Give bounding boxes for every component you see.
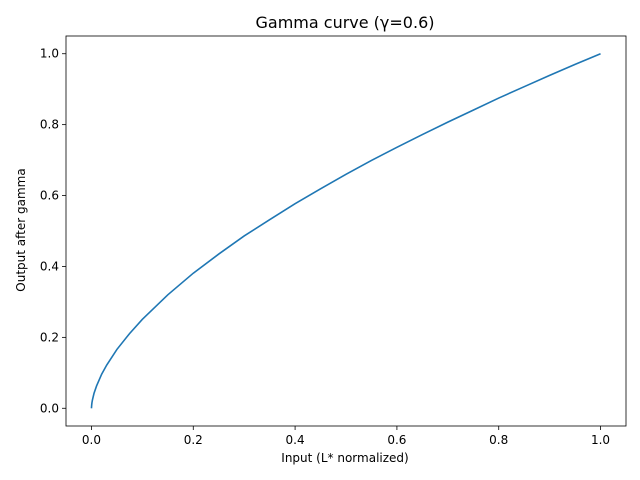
axes-frame (65, 35, 627, 427)
x-tick-label: 0.8 (489, 433, 508, 447)
chart-title: Gamma curve (γ=0.6) (256, 13, 435, 32)
gamma-curve-line (90, 52, 601, 409)
y-tick-label: 0.0 (40, 401, 59, 415)
x-axis-label: Input (L* normalized) (281, 451, 408, 465)
x-axis-ticks: 0.0 0.2 0.4 0.6 0.8 1.0 (82, 426, 610, 447)
y-axis-ticks: 0.0 0.2 0.4 0.6 0.8 1.0 (40, 47, 66, 415)
x-tick-label: 0.6 (387, 433, 406, 447)
x-tick-label: 0.0 (82, 433, 101, 447)
y-tick-label: 0.4 (40, 259, 59, 273)
y-tick-label: 0.2 (40, 330, 59, 344)
x-tick-label: 0.2 (184, 433, 203, 447)
y-tick-label: 1.0 (40, 47, 59, 61)
plot-area: 0.0 0.2 0.4 0.6 0.8 1.0 0.0 0.2 0.4 0.6 0.8 1.0 (40, 35, 627, 447)
y-tick-label: 0.8 (40, 118, 59, 132)
y-tick-label: 0.6 (40, 189, 59, 203)
x-tick-label: 1.0 (591, 433, 610, 447)
y-axis-label: Output after gamma (14, 168, 28, 291)
x-tick-label: 0.4 (286, 433, 305, 447)
